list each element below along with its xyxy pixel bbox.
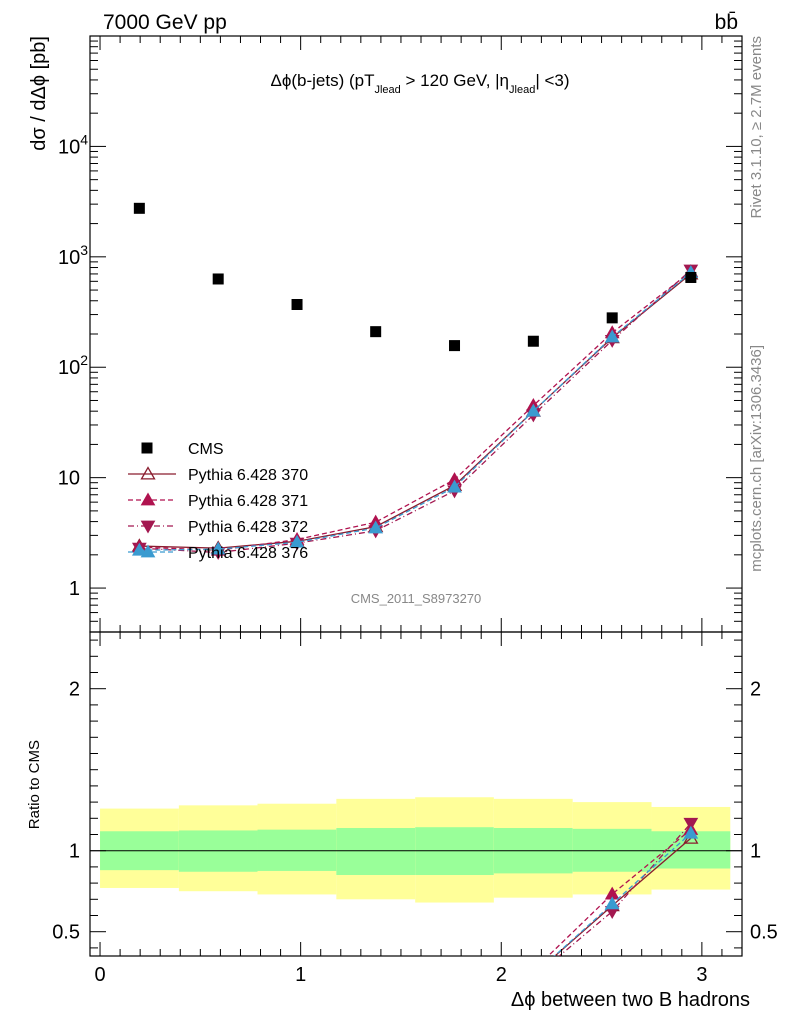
ratio-y-tick-label-right: 2	[750, 679, 761, 701]
y-axis-label: dσ / dΔϕ [pb]	[28, 36, 50, 151]
ratio-series-1-point-3	[369, 1003, 382, 1014]
ratio-series-0-point-3	[369, 1003, 382, 1014]
ratio-y-tick-label-right: 0.5	[750, 922, 778, 944]
watermark-label: CMS_2011_S8973270	[351, 591, 482, 606]
x-tick-label: 2	[496, 964, 507, 986]
ratio-series-3-point-3	[369, 1004, 382, 1015]
series-3-point-5	[525, 403, 541, 417]
ratio-series-3-point-5	[527, 969, 540, 980]
series-3-point-1	[210, 541, 226, 555]
y-tick-label: 10	[58, 468, 80, 490]
green-band-bin-3	[336, 828, 416, 875]
rivet-label: Rivet 3.1.10, ≥ 2.7M events	[748, 36, 765, 219]
cms-point-5	[527, 335, 539, 347]
cms-point-1	[212, 273, 224, 285]
ratio-series-1-point-1	[212, 1006, 225, 1017]
ratio-series-2-point-5	[527, 973, 540, 984]
legend-label-3: Pythia 6.428 376	[188, 545, 308, 562]
main-plot-border	[89, 35, 743, 633]
ratio-plot-series	[133, 817, 699, 1019]
ratio-series-2-point-2	[291, 1007, 304, 1018]
ratio-plot-border	[89, 631, 743, 957]
cms-point-6	[606, 312, 618, 324]
series-3-point-3	[368, 520, 384, 534]
cms-point-0	[133, 202, 145, 214]
legend-cms-label: CMS	[188, 441, 224, 458]
ratio-y-tick-label: 0.5	[52, 922, 80, 944]
legend-marker-1	[140, 492, 156, 506]
ratio-series-2-point-4	[448, 1000, 461, 1011]
y-tick-label: 103	[58, 242, 88, 269]
cms-point-4	[449, 340, 461, 352]
series-line-0	[139, 273, 692, 549]
series-line-3	[139, 272, 692, 551]
ratio-series-1-point-0	[133, 1006, 146, 1017]
ratio-series-1-point-4	[448, 996, 461, 1007]
mcplots-label: mcplots.cern.ch [arXiv:1306.3436]	[748, 345, 765, 572]
cms-point-2	[291, 299, 303, 311]
y-tick-label: 104	[58, 131, 88, 158]
ratio-series-1-point-5	[527, 964, 540, 975]
series-3-point-2	[289, 534, 305, 548]
legend-label-0: Pythia 6.428 370	[188, 467, 308, 484]
process-label: bb̄	[715, 11, 738, 34]
ratio-y-tick-label-right: 1	[750, 841, 761, 863]
ratio-series-2-point-7	[683, 817, 699, 831]
cms-point-3	[370, 326, 382, 338]
ratio-series-2-point-1	[212, 1007, 225, 1018]
ratio-uncertainty-bands	[90, 797, 742, 903]
energy-label: 7000 GeV pp	[103, 11, 227, 34]
ratio-series-0-point-2	[291, 1005, 304, 1016]
y-tick-label: 1	[69, 578, 80, 600]
legend-marker-0	[140, 466, 156, 480]
legend-cms-marker	[141, 442, 153, 454]
ratio-series-3-point-0	[133, 1006, 146, 1017]
main-plot-frame	[89, 35, 743, 633]
ratio-y-tick-label: 2	[69, 679, 80, 701]
ratio-series-1-point-2	[291, 1005, 304, 1016]
cms-point-7	[685, 271, 697, 283]
ratio-y-axis-label: Ratio to CMS	[26, 740, 43, 829]
main-plot-series	[131, 264, 699, 560]
ratio-series-line-0	[554, 837, 692, 956]
ratio-plot-frame	[89, 631, 743, 957]
ratio-series-3-point-7	[683, 825, 699, 839]
legend-label-2: Pythia 6.428 372	[188, 519, 308, 536]
ratio-series-2-point-0	[133, 1008, 146, 1019]
ratio-series-0-point-5	[527, 969, 540, 980]
ratio-series-0-point-1	[212, 1006, 225, 1017]
ratio-series-3-point-1	[212, 1006, 225, 1017]
ratio-series-3-point-6	[604, 896, 620, 910]
x-tick-label: 3	[696, 964, 707, 986]
ratio-series-2-point-3	[369, 1005, 382, 1016]
ratio-series-line-2	[558, 822, 692, 956]
legend-marker-3	[140, 544, 156, 558]
axis-ticks: 0 1 2 3 1 10 102 103 104 0.5 0.5 1 1 2 2	[52, 35, 778, 986]
cms-data-points	[133, 202, 697, 352]
ratio-y-tick-label: 1	[69, 841, 80, 863]
ratio-series-0-point-0	[133, 1006, 146, 1017]
chart-title: Δϕ(b-jets) (pTJlead > 120 GeV, |ηJlead| …	[270, 71, 569, 96]
series-3-point-6	[604, 329, 620, 343]
y-tick-label: 102	[58, 352, 88, 379]
series-line-2	[139, 269, 692, 554]
x-tick-label: 0	[94, 964, 105, 986]
ratio-series-3-point-4	[448, 998, 461, 1009]
ratio-series-0-point-4	[448, 997, 461, 1008]
series-3-point-4	[447, 479, 462, 493]
legend-marker-2	[140, 520, 156, 534]
legend: CMS Pythia 6.428 370 Pythia 6.428 371 Pythi…	[128, 441, 308, 562]
legend-label-1: Pythia 6.428 371	[188, 493, 308, 510]
x-tick-label: 1	[295, 964, 306, 986]
x-axis-label: Δϕ between two B hadrons	[511, 989, 750, 1011]
ratio-series-3-point-2	[291, 1005, 304, 1016]
ratio-series-line-1	[547, 829, 692, 956]
